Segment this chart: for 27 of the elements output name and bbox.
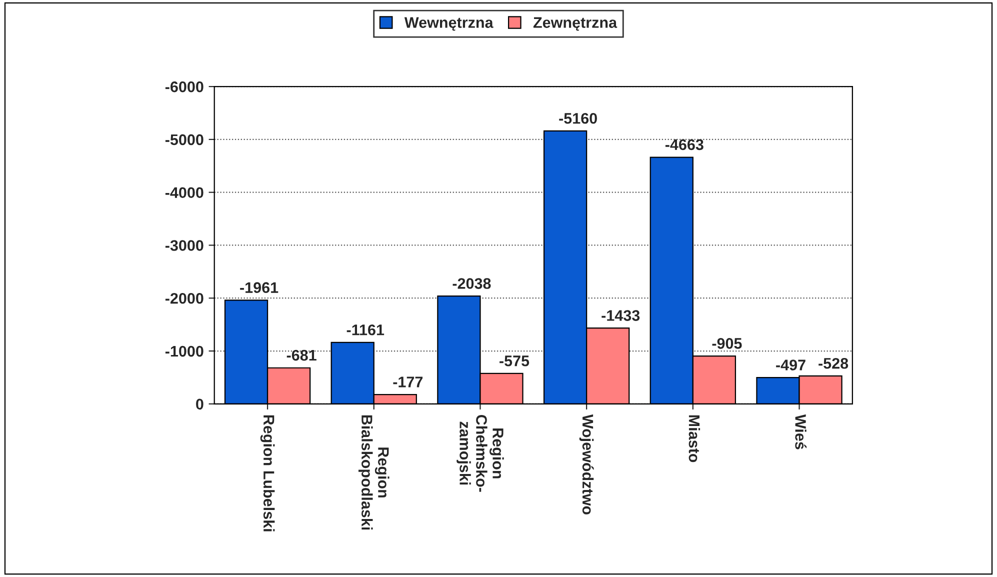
x-tick-label: Region Bialskopodlaski: [358, 415, 390, 530]
x-tick-label: Miasto: [688, 415, 700, 462]
y-tick-label: -5000: [165, 134, 204, 146]
x-tick-label: Województwo: [579, 414, 594, 514]
data-label: -575: [500, 356, 530, 366]
data-label: -4663: [665, 139, 704, 150]
data-label: -905: [712, 338, 742, 349]
x-tick-label: Region Lubelski: [260, 415, 275, 532]
y-tick-label: -4000: [165, 187, 204, 198]
x-tick-label: Wieś: [795, 414, 807, 450]
x-tick-label: Region Chełmsko- zamojski: [456, 414, 504, 492]
data-label: -1961: [240, 282, 278, 293]
y-tick-label: -1000: [165, 346, 204, 357]
data-label: -497: [776, 360, 806, 370]
y-tick-label: -6000: [165, 81, 204, 92]
legend-label: Zewnętrzna: [533, 17, 618, 31]
y-tick-label: -2000: [165, 292, 204, 304]
y-tick-label: -3000: [165, 240, 204, 251]
data-label: -5160: [559, 112, 597, 124]
data-label: -1161: [346, 324, 384, 336]
legend-label: Wewnętrzna: [404, 17, 494, 31]
data-label: -2038: [452, 278, 491, 289]
data-label: -1433: [602, 310, 640, 321]
data-label: -177: [393, 376, 423, 388]
data-label: -681: [286, 350, 316, 361]
data-label: -528: [818, 358, 848, 369]
y-tick-label: 0: [196, 398, 204, 410]
